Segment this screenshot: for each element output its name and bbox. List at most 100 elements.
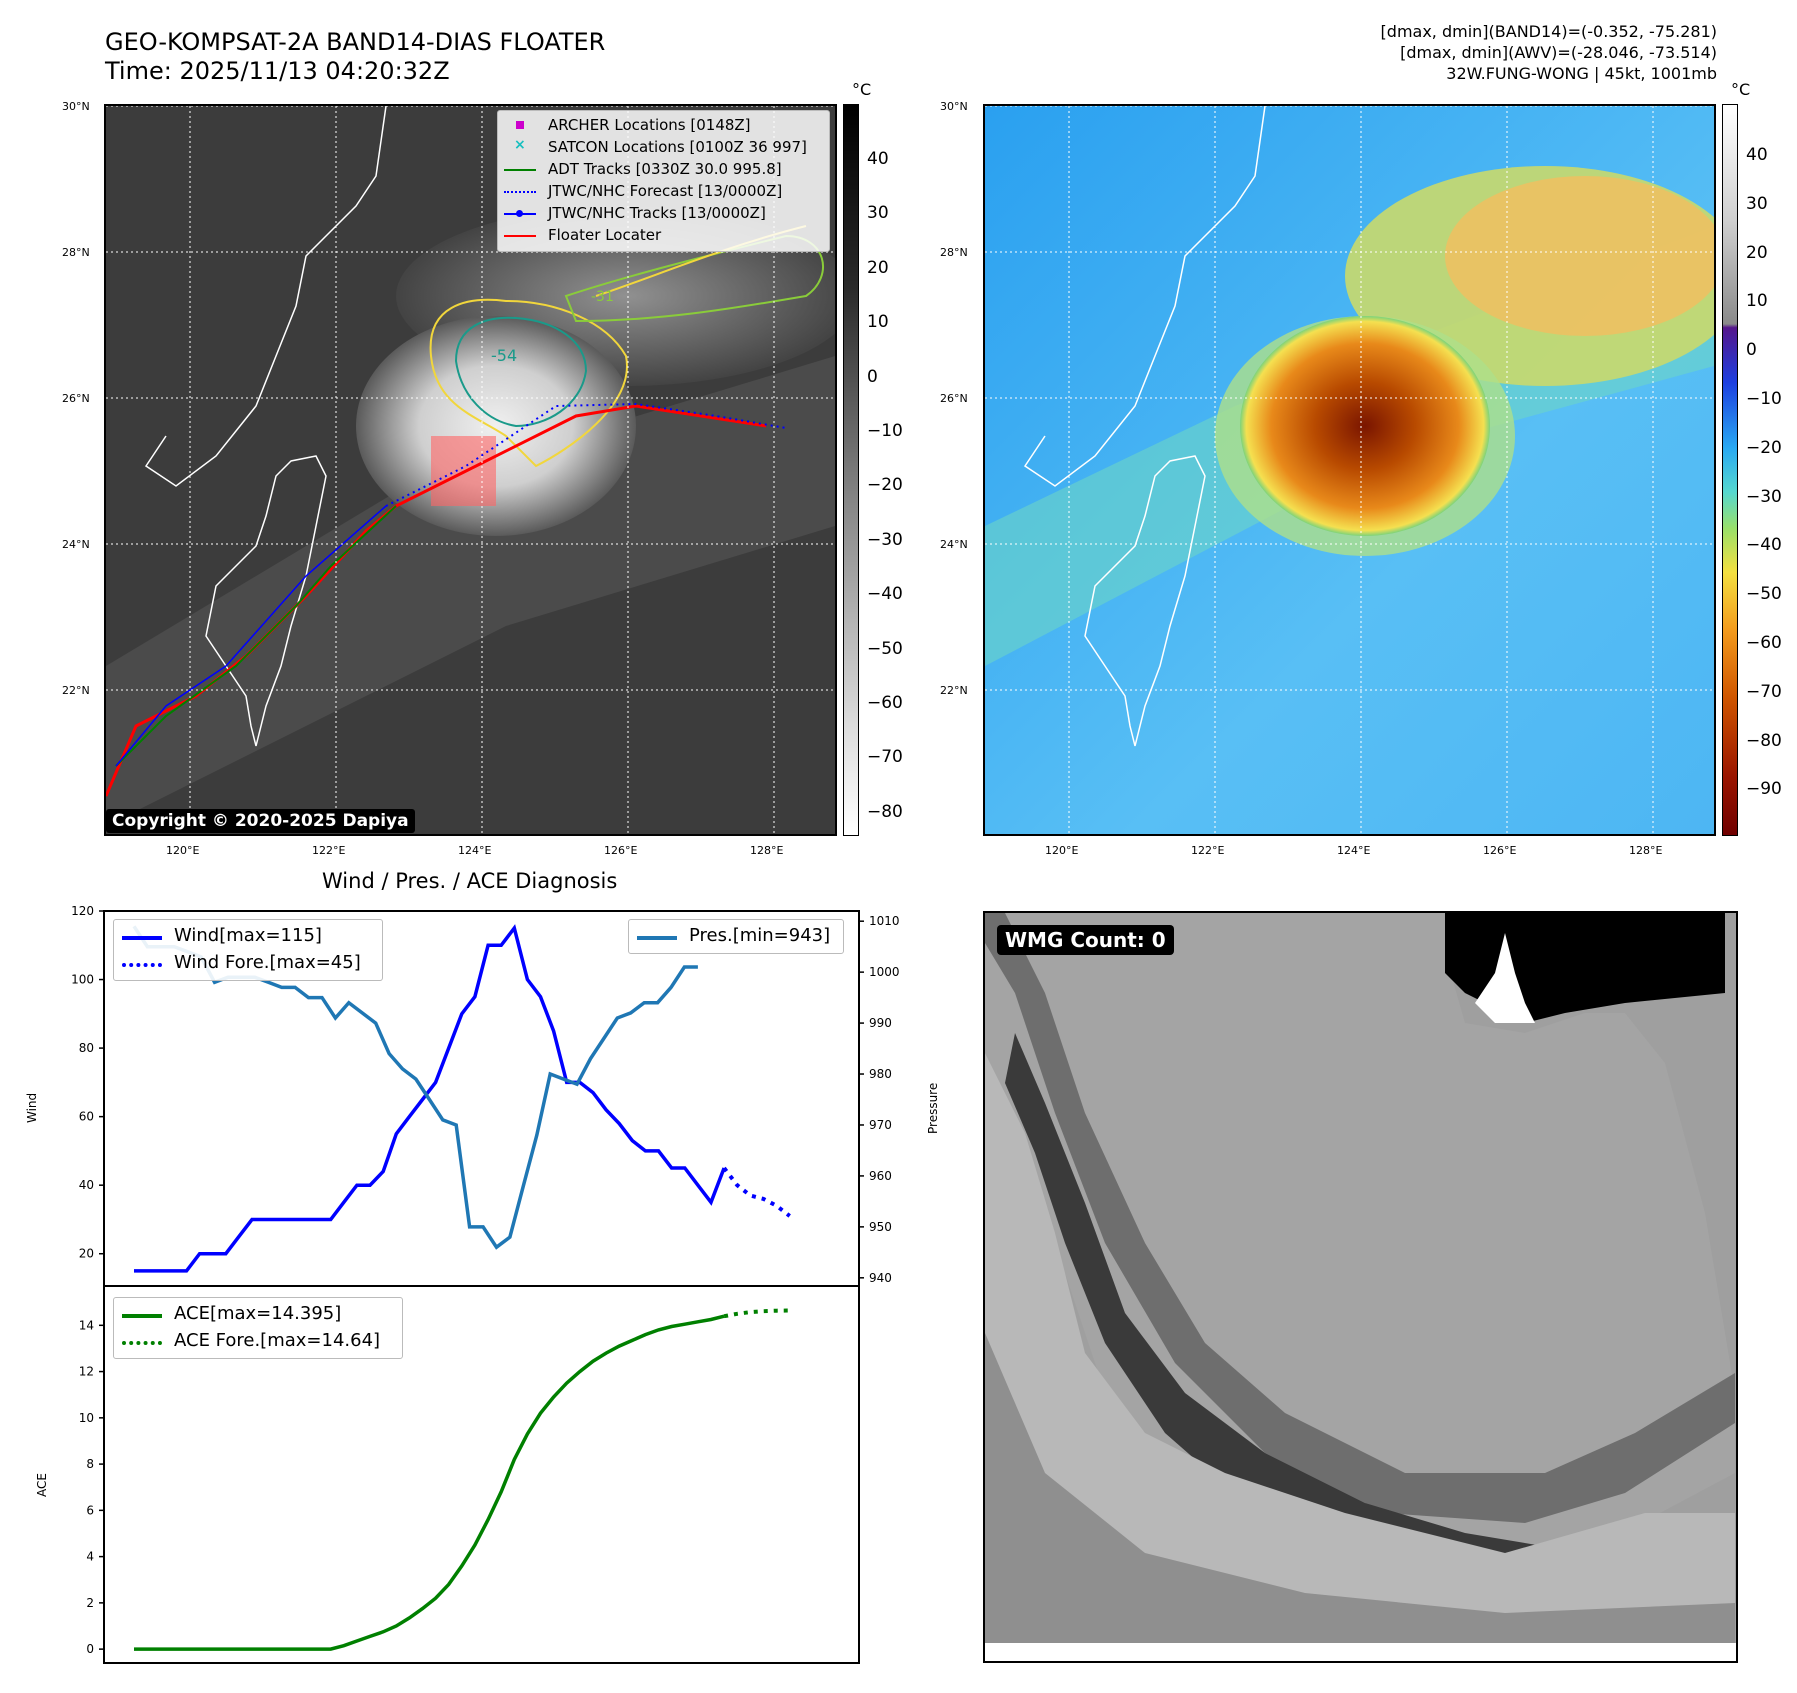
- awv-map-panel: [983, 104, 1716, 836]
- awv-lon-122: 122°E: [1191, 844, 1225, 857]
- taiwan-outline: [205, 455, 327, 747]
- awv-lon-124: 124°E: [1337, 844, 1371, 857]
- legend-line-icon: [504, 235, 536, 237]
- ace-ytick-label: 12: [79, 1365, 94, 1379]
- ace-series-0: [134, 1314, 725, 1651]
- ir-lon-122: 122°E: [312, 844, 346, 857]
- info-line-3: 32W.FUNG-WONG | 45kt, 1001mb: [1446, 64, 1717, 83]
- ace-ytick-label: 14: [79, 1318, 94, 1332]
- ir-lon-126: 126°E: [604, 844, 638, 857]
- wind-ytick-right-label: 940: [869, 1271, 892, 1285]
- legend-floater-label: Floater Locater: [548, 226, 662, 244]
- color-colorbar-tick: −90: [1746, 779, 1782, 800]
- gray-colorbar-tick: 20: [867, 257, 889, 278]
- ir-lon-124: 124°E: [458, 844, 492, 857]
- gray-colorbar-tick: −70: [867, 747, 903, 768]
- pressure-axis-label: Pressure: [926, 1082, 940, 1134]
- gray-colorbar-tick: −50: [867, 638, 903, 659]
- ace-ytick-label: 6: [86, 1503, 94, 1517]
- wind-ytick-right-label: 1000: [869, 965, 900, 979]
- ir-lat-24: 24°N: [62, 538, 90, 551]
- legend-jtwc-tracks-label: JTWC/NHC Tracks [13/0000Z]: [548, 204, 766, 222]
- taiwan-outline: [1084, 455, 1206, 747]
- awv-lat-28: 28°N: [940, 246, 968, 259]
- wmg-canvas: [985, 913, 1736, 1643]
- gray-colorbar-unit: °C: [852, 80, 872, 99]
- gray-colorbar-tick: −20: [867, 475, 903, 496]
- legend-x-icon: ×: [514, 137, 526, 153]
- ace-ytick-label: 0: [86, 1642, 94, 1656]
- ir-lon-128: 128°E: [750, 844, 784, 857]
- gray-colorbar-tick: −30: [867, 529, 903, 550]
- wind-legend-label: Wind Fore.[max=45]: [174, 952, 361, 973]
- info-line-2: [dmax, dmin](AWV)=(-28.046, -73.514): [1400, 43, 1717, 62]
- info-line-1: [dmax, dmin](BAND14)=(-0.352, -75.281): [1380, 22, 1717, 41]
- wind-ytick-label: 40: [79, 1178, 94, 1192]
- color-colorbar-tick: −30: [1746, 486, 1782, 507]
- ace-legend-label: ACE[max=14.395]: [174, 1303, 342, 1324]
- wmg-region-lower: [985, 1333, 1735, 1643]
- wind-ytick-label: 20: [79, 1247, 94, 1261]
- wind-ytick-label: 60: [79, 1110, 94, 1124]
- typhoon-cloud: [356, 316, 636, 536]
- adt-track: [115, 505, 397, 767]
- ace-legend: ACE[max=14.395] ACE Fore.[max=14.64]: [113, 1297, 403, 1359]
- wind-ytick-label: 80: [79, 1041, 94, 1055]
- wind-ytick-label: 120: [71, 904, 94, 918]
- wind-ytick-label: 100: [71, 973, 94, 987]
- awv-lat-24: 24°N: [940, 538, 968, 551]
- ir-lat-30: 30°N: [62, 100, 90, 113]
- gray-colorbar-tick: −80: [867, 801, 903, 822]
- typhoon-core: [1240, 316, 1490, 536]
- title-line-1: GEO-KOMPSAT-2A BAND14-DIAS FLOATER: [105, 28, 606, 56]
- color-colorbar-tick: 0: [1746, 340, 1757, 361]
- awv-lon-126: 126°E: [1483, 844, 1517, 857]
- gray-colorbar-tick: −60: [867, 693, 903, 713]
- ir-lat-26: 26°N: [62, 392, 90, 405]
- awv-lon-128: 128°E: [1629, 844, 1663, 857]
- cloud-band: [106, 356, 835, 826]
- wind-ytick-right-label: 960: [869, 1169, 892, 1183]
- wind-ytick-right-label: 970: [869, 1118, 892, 1132]
- contour-green: [564, 234, 824, 323]
- awv-lat-30: 30°N: [940, 100, 968, 113]
- title-line-2: Time: 2025/11/13 04:20:32Z: [105, 57, 450, 85]
- color-colorbar-tick: 30: [1746, 193, 1768, 214]
- ace-series-1: [723, 1308, 790, 1319]
- color-colorbar-unit: °C: [1731, 80, 1751, 99]
- legend-jtwc-forecast-label: JTWC/NHC Forecast [13/0000Z]: [548, 182, 783, 200]
- ace-ytick-label: 8: [86, 1457, 94, 1471]
- diagnosis-title: Wind / Pres. / ACE Diagnosis: [322, 869, 618, 893]
- color-colorbar-tick: −70: [1746, 681, 1782, 702]
- color-colorbar-tick: 40: [1746, 145, 1768, 165]
- legend-dotted-line-icon: [504, 191, 536, 193]
- floater-track: [106, 404, 767, 797]
- ace-axis-label: ACE: [35, 1473, 49, 1497]
- color-colorbar-tick: −60: [1746, 633, 1782, 653]
- wind-ytick-right-label: 950: [869, 1220, 892, 1234]
- awv-map-canvas: [985, 106, 1714, 834]
- awv-lon-120: 120°E: [1045, 844, 1079, 857]
- wind-ytick-right-label: 1010: [869, 914, 900, 928]
- wind-series-0: [134, 924, 726, 1273]
- wmg-region-mid: [985, 913, 1735, 1523]
- wind-legend: Wind[max=115] Wind Fore.[max=45]: [113, 919, 383, 981]
- color-colorbar-tick: −50: [1746, 584, 1782, 605]
- copyright-badge: Copyright © 2020-2025 Dapiya: [106, 809, 415, 833]
- color-colorbar-tick: 10: [1746, 291, 1768, 312]
- contour-teal: [454, 316, 588, 428]
- gray-colorbar-tick: 30: [867, 203, 889, 224]
- color-colorbar-tick: −20: [1746, 437, 1782, 458]
- jtwc-track: [115, 505, 387, 767]
- color-colorbar-tick: −40: [1746, 535, 1782, 556]
- wmg-panel: WMG Count: 0: [983, 911, 1738, 1663]
- color-colorbar-tick: −10: [1746, 389, 1782, 409]
- pressure-legend: Pres.[min=943]: [628, 919, 844, 954]
- ace-legend-label: ACE Fore.[max=14.64]: [174, 1330, 381, 1351]
- wmg-count-badge: WMG Count: 0: [997, 925, 1174, 955]
- gray-colorbar-tick: 40: [867, 149, 889, 169]
- gray-colorbar-tick: −40: [867, 584, 903, 605]
- ace-ytick-label: 10: [79, 1411, 94, 1425]
- ace-ytick-label: 2: [86, 1596, 94, 1610]
- legend-swatch-icon: [637, 936, 677, 940]
